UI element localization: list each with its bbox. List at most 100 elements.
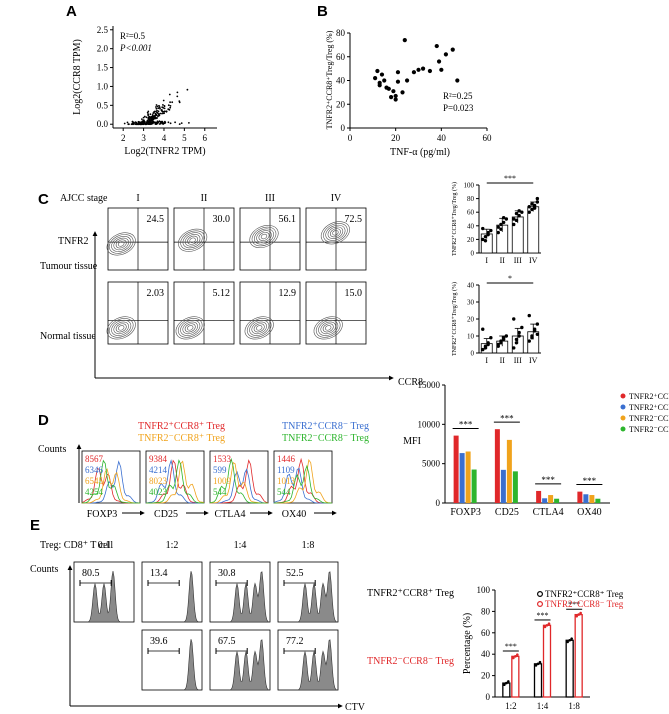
panel-c-bar-point xyxy=(496,342,500,347)
panel-a-xlabel: Log2(TNFR2 TPM) xyxy=(124,146,205,157)
panel-a-point xyxy=(147,110,150,113)
panel-c-bar-point xyxy=(481,327,485,331)
panel-c-bar-point xyxy=(535,200,540,204)
panel-c-bar-point xyxy=(527,205,531,209)
panel-c-bar-point xyxy=(517,209,521,213)
panel-d-marker-label: CD25 xyxy=(154,509,178,520)
panel-a-point xyxy=(142,123,145,126)
panel-a-point xyxy=(140,121,142,124)
panel-d-mfi-ytick-label: 10000 xyxy=(418,419,441,429)
panel-d-hist-curve xyxy=(274,464,332,504)
panel-d-marker-label: OX40 xyxy=(282,509,306,520)
panel-a-point xyxy=(169,122,172,125)
panel-b-point xyxy=(416,67,421,72)
panel-d-mfi-bar xyxy=(554,498,560,503)
panel-a-point xyxy=(168,108,171,111)
panel-c-facs-contour xyxy=(113,237,129,251)
panel-a-point xyxy=(142,116,145,119)
panel-a-point xyxy=(156,109,158,112)
panel-d-mfi-bar xyxy=(542,498,548,503)
panel-e-pct-point xyxy=(536,662,540,666)
panel-e-pct-point xyxy=(579,611,582,615)
panel-b-xlabel: TNF-α (pg/ml) xyxy=(390,147,450,158)
panel-d-hist-value: 6346 xyxy=(85,465,104,475)
panel-a-point xyxy=(157,115,159,118)
panel-a-ytick-label: 0.0 xyxy=(97,119,109,129)
panel-c-stage-label: IV xyxy=(331,193,342,204)
panel-a-point xyxy=(155,106,157,108)
panel-e-pct-ytick-label: 80 xyxy=(481,606,491,616)
panel-e-pct-bar xyxy=(542,624,552,698)
panel-b-scatter: 0 20 40 60 0 20 40 60 80 R²=0.25 P=0.023 TNF-α (… xyxy=(325,28,492,158)
panel-a-point xyxy=(169,106,172,109)
panel-d-mfi-chart: 0 5000 10000 15000 MFI FOXP3 *** CD25 *** CTLA4 **… xyxy=(403,380,669,518)
panel-e-pct-ytick-label: 40 xyxy=(481,649,491,659)
panel-c-facs-contour xyxy=(118,325,125,331)
panel-c-bar-xlabel: III xyxy=(514,256,522,265)
panel-c-facs-contour xyxy=(329,228,341,238)
panel-c-facs-contour xyxy=(178,228,208,252)
panel-a-point xyxy=(126,121,129,124)
panel-c-bar-point xyxy=(517,213,521,218)
panel-a-point xyxy=(150,121,152,124)
panel-d-mfi-legend-dot xyxy=(620,426,626,432)
panel-a-point xyxy=(162,99,165,102)
panel-c-facs-contour xyxy=(189,237,196,243)
panel-d-hist-value: 8023 xyxy=(149,476,168,486)
panel-d-legend-group: TNFR2⁻CCR8⁻ Treg xyxy=(282,433,369,444)
panel-c-bar-point xyxy=(486,232,490,237)
panel-c-bar-ytick-label: 0 xyxy=(471,250,475,258)
panel-d-hist-curve xyxy=(210,468,268,504)
panel-a-point xyxy=(156,112,159,114)
panel-b-xtick-label: 20 xyxy=(391,133,401,143)
panel-d-mfi-bar xyxy=(500,469,506,503)
panel-b-point xyxy=(439,67,444,72)
panel-c-bar-xlabel: I xyxy=(485,356,488,365)
panel-e-pct-legend-label: TNFR2⁻CCR8⁻ Treg xyxy=(545,599,624,609)
panel-c-facs-contour xyxy=(111,319,132,336)
panel-c-facs-contour xyxy=(108,234,134,254)
panel-a-ytick-label: 2.5 xyxy=(97,25,109,35)
panel-e-pct-point xyxy=(503,683,506,686)
panel-d-mfi-legend-label: TNFR2⁺CCR8⁻ Treg xyxy=(629,403,669,412)
panel-a-point xyxy=(157,110,160,113)
panel-a-point xyxy=(176,91,179,94)
panel-c-facs-contour xyxy=(111,235,132,252)
panel-e-pct-point xyxy=(514,655,517,658)
panel-b-point xyxy=(404,78,410,83)
panel-e-counts-label: Counts xyxy=(30,564,58,575)
panel-a-point xyxy=(141,118,143,120)
panel-a-point xyxy=(146,122,148,124)
panel-label-e: E xyxy=(30,517,40,534)
panel-b-point xyxy=(395,70,401,75)
panel-a-point xyxy=(155,107,158,110)
panel-a-point xyxy=(147,113,150,115)
panel-a-point xyxy=(169,105,172,107)
panel-b-ytick-label: 60 xyxy=(336,52,346,62)
panel-d-mfi-xlabel: FOXP3 xyxy=(450,507,481,518)
panel-a-point xyxy=(162,112,165,115)
panel-c-bar-point xyxy=(512,217,516,221)
panel-c-facs-contour xyxy=(115,323,127,333)
panel-c-stage-header: AJCC stage xyxy=(60,193,108,204)
panel-c-bar-ytick-label: 20 xyxy=(467,316,475,324)
panel-label-a: A xyxy=(66,3,77,20)
panel-c-bar-point xyxy=(517,330,521,335)
panel-d-mfi-legend-label: TNFR2⁻CCR8⁻ Treg xyxy=(629,425,669,434)
panel-e-hist-fill xyxy=(278,639,339,691)
panel-e-pct-bar xyxy=(574,613,583,698)
panel-c-bar-point xyxy=(527,313,531,318)
panel-c-bar-xlabel: IV xyxy=(529,256,538,265)
panel-a-point xyxy=(140,123,142,126)
panel-b-point xyxy=(386,86,391,91)
panel-a-point xyxy=(155,123,158,125)
panel-c-bar-ytick-label: 80 xyxy=(467,195,475,203)
panel-d-mfi-legend-dot xyxy=(620,393,626,399)
panel-c-bar-point xyxy=(532,327,537,331)
panel-d-hist-value: 1109 xyxy=(277,465,295,475)
panel-d-hist-frame xyxy=(273,450,333,504)
panel-e-hist-value: 39.6 xyxy=(150,636,168,647)
panel-e-hist-fill xyxy=(210,639,271,691)
panel-e-pct-point xyxy=(538,660,542,664)
panel-e-hist-value: 77.2 xyxy=(286,636,304,647)
